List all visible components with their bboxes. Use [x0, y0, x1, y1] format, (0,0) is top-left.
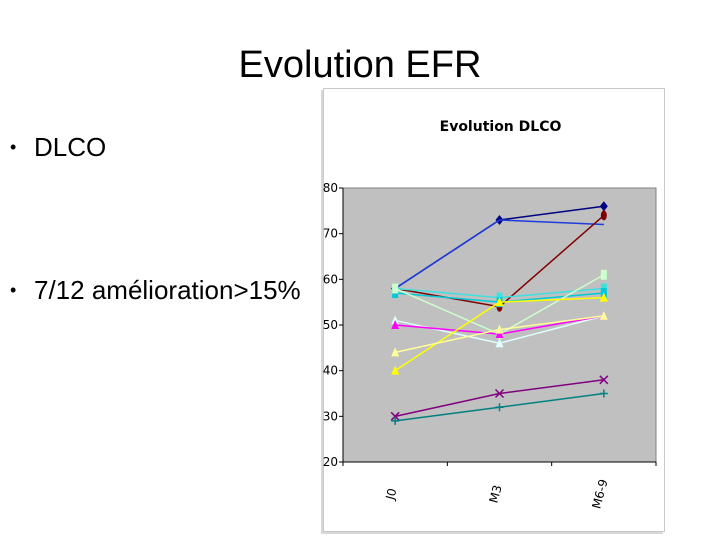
data-point	[390, 411, 400, 421]
data-point	[600, 269, 607, 280]
data-point	[599, 375, 609, 385]
y-tick-label: 80	[323, 181, 338, 195]
bullet-text: DLCO	[34, 132, 107, 162]
x-tick-label: M6-9	[589, 478, 610, 511]
data-point	[391, 365, 400, 375]
bullet-marker: •	[10, 137, 17, 157]
data-point	[391, 347, 400, 357]
bullet-item-improvement: • 7/12 amélioration>15%	[10, 273, 304, 307]
y-tick-label: 70	[323, 227, 338, 241]
data-point	[495, 297, 504, 307]
data-point	[495, 338, 504, 348]
data-point	[391, 315, 400, 325]
data-point	[495, 403, 504, 412]
data-point	[599, 310, 608, 320]
data-point	[495, 329, 504, 339]
x-tick-label: J0	[383, 487, 400, 502]
slide-title: Evolution EFR	[238, 44, 482, 86]
bullet-item-dlco: • DLCO	[10, 130, 304, 164]
chart-title: Evolution DLCO	[440, 119, 562, 135]
y-tick-label: 20	[323, 455, 338, 469]
y-tick-label: 60	[323, 272, 338, 286]
data-point	[392, 283, 399, 294]
data-point	[495, 324, 504, 334]
data-point	[391, 416, 400, 425]
y-tick-label: 30	[323, 409, 338, 423]
data-point	[391, 320, 400, 329]
y-tick-label: 40	[323, 364, 338, 378]
data-point	[600, 210, 607, 221]
data-point	[599, 389, 608, 398]
x-tick-label: M3	[487, 483, 505, 504]
y-tick-label: 50	[323, 318, 338, 332]
bullet-marker: •	[10, 280, 17, 300]
data-point	[494, 388, 505, 399]
data-point	[599, 292, 608, 302]
series-line-2	[394, 219, 604, 290]
bullet-text: 7/12 amélioration>15%	[34, 275, 301, 305]
data-point	[599, 201, 608, 212]
